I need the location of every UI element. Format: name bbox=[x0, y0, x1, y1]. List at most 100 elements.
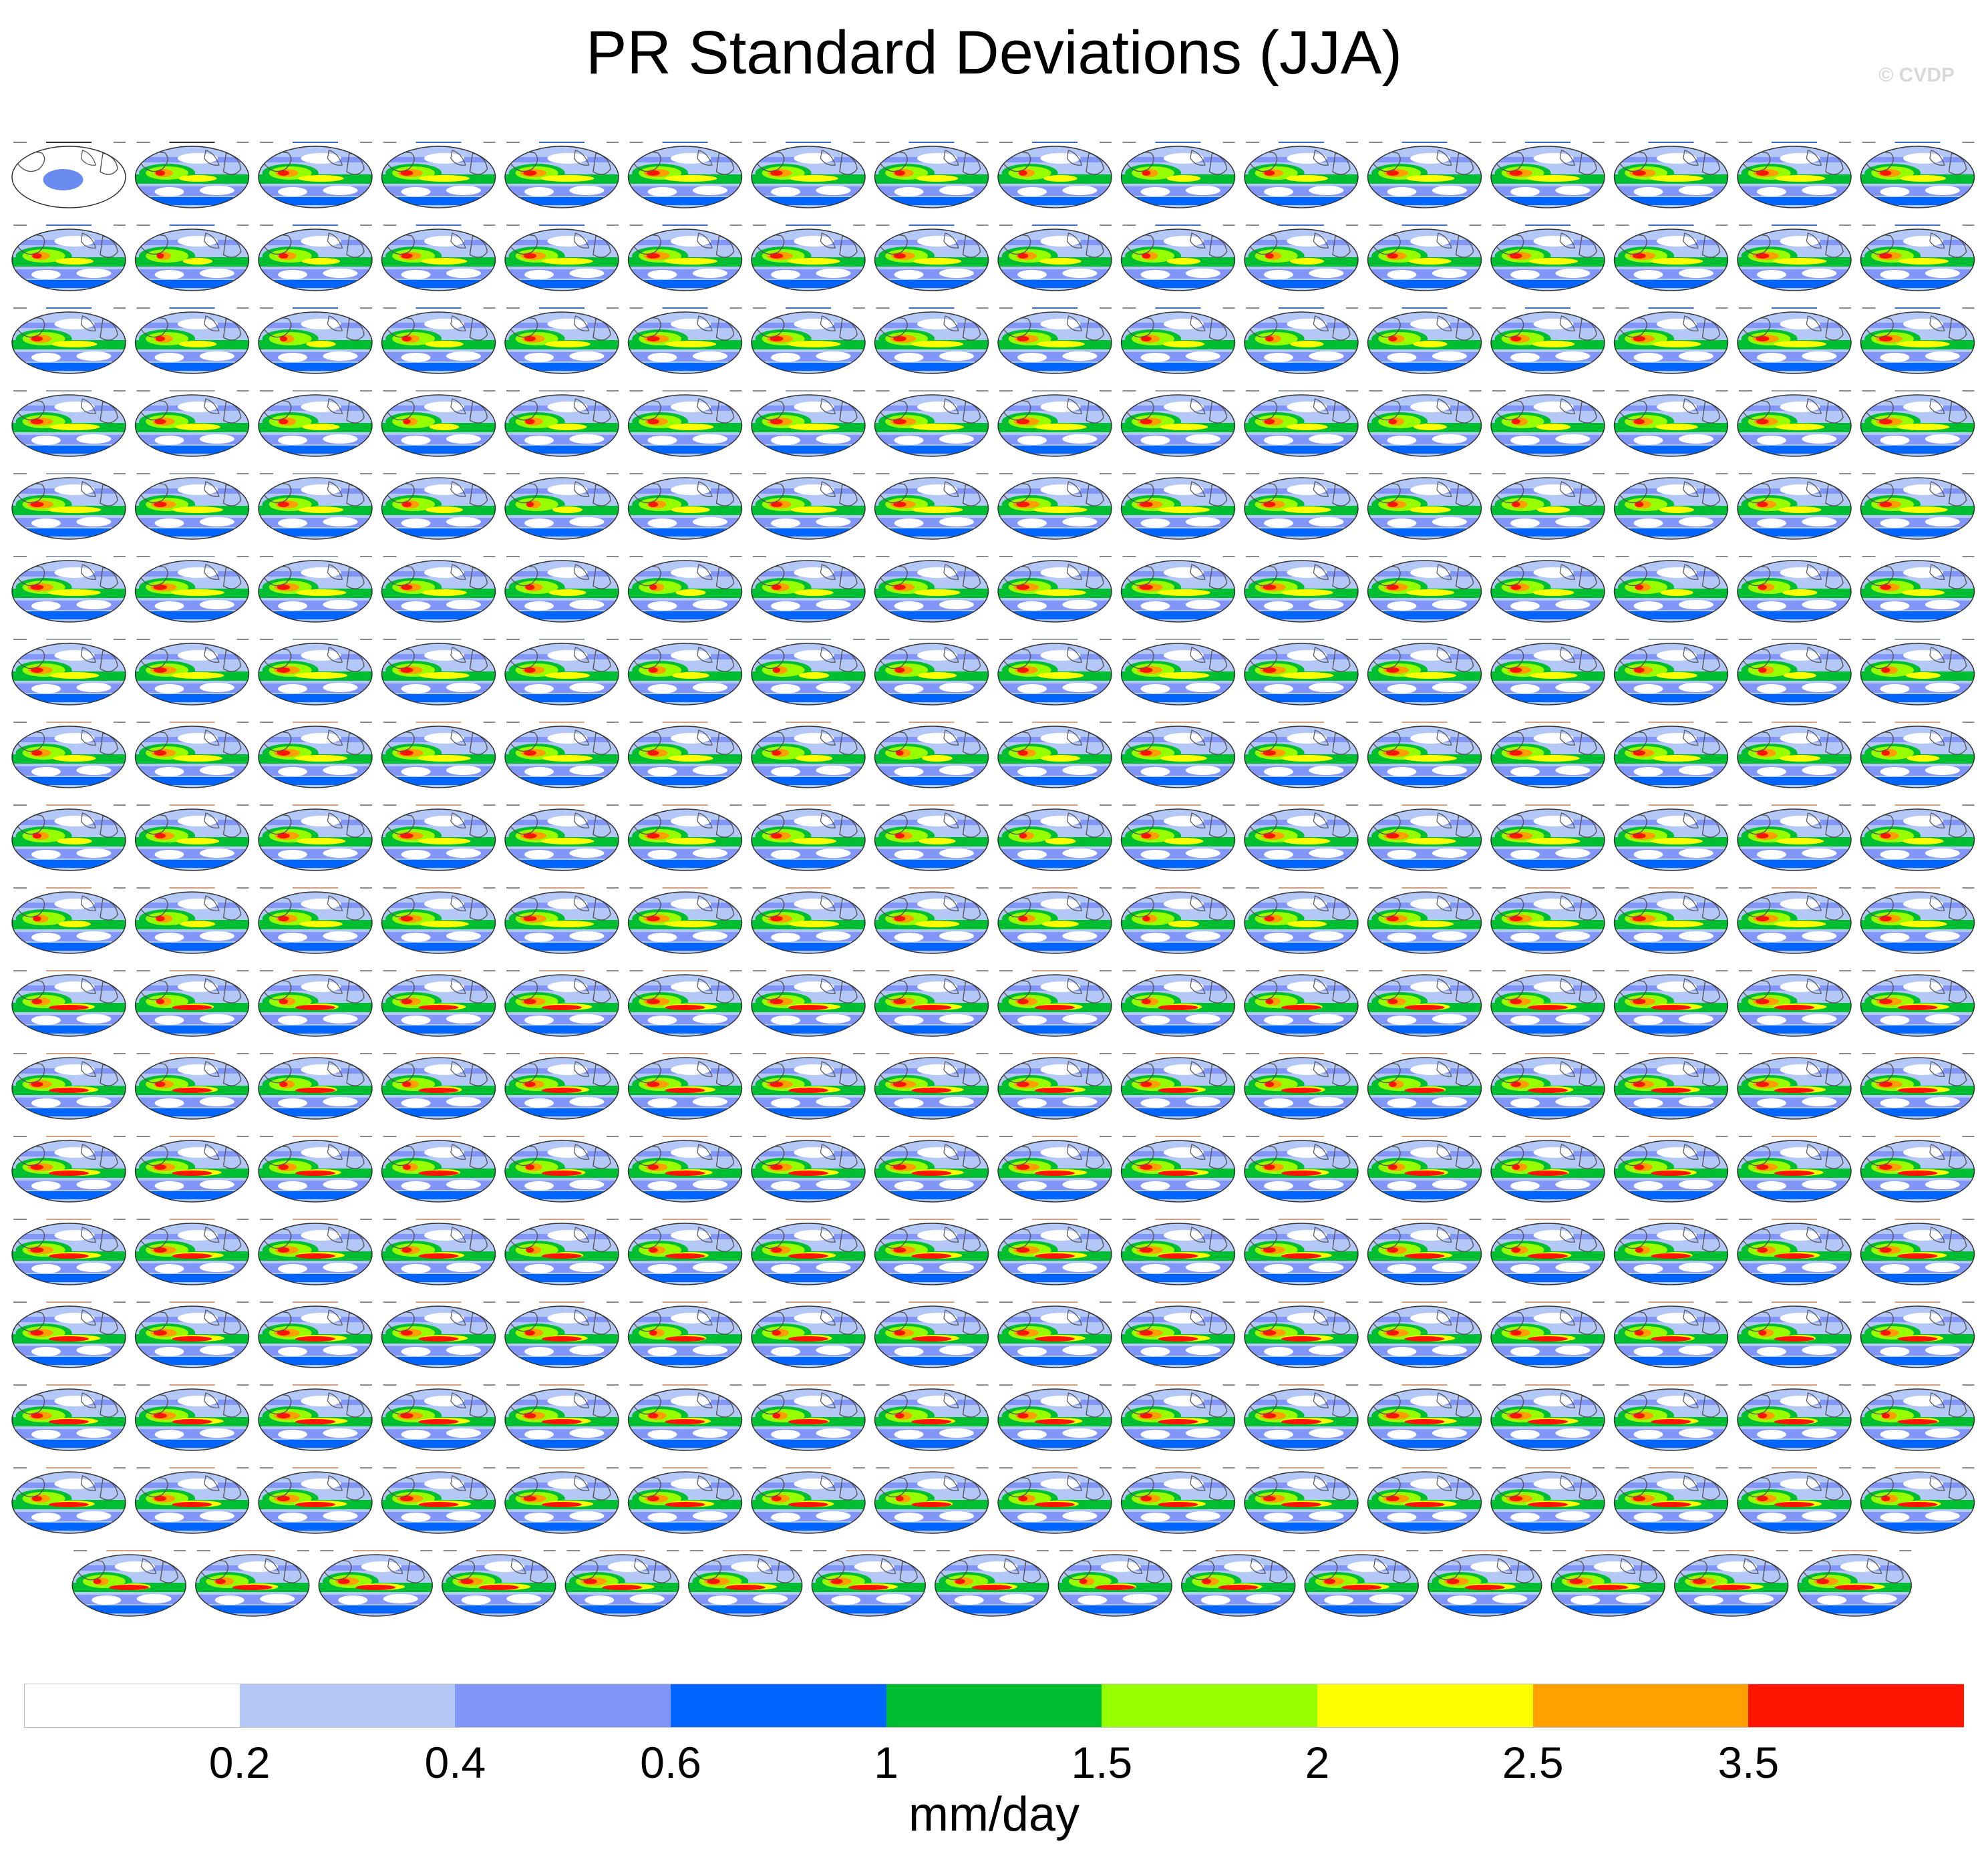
map-panel bbox=[195, 1550, 310, 1617]
map-panel bbox=[1613, 722, 1729, 788]
map-panel bbox=[874, 639, 989, 706]
map-panel bbox=[134, 473, 250, 540]
map-panel bbox=[1860, 1136, 1975, 1203]
map-panel bbox=[1860, 1301, 1975, 1368]
map-panel bbox=[11, 804, 126, 871]
map-panel bbox=[1737, 224, 1852, 291]
map-panel bbox=[1737, 1136, 1852, 1203]
map-panel bbox=[258, 722, 373, 788]
map-panel bbox=[381, 970, 496, 1037]
map-panel bbox=[1367, 142, 1482, 208]
map-panel bbox=[1120, 142, 1236, 208]
map-panel bbox=[874, 142, 989, 208]
map-panel bbox=[258, 390, 373, 457]
map-panel bbox=[134, 1301, 250, 1368]
map-panel bbox=[1120, 1136, 1236, 1203]
map-panel bbox=[751, 887, 866, 954]
map-panel bbox=[1244, 1301, 1359, 1368]
map-panel bbox=[1737, 307, 1852, 374]
map-panel bbox=[258, 1467, 373, 1534]
map-panel bbox=[1304, 1550, 1419, 1617]
map-panel bbox=[627, 970, 743, 1037]
map-panel bbox=[1860, 224, 1975, 291]
map-panel bbox=[11, 1384, 126, 1451]
map-panel bbox=[1490, 1301, 1605, 1368]
colorbar-units-label: mm/day bbox=[908, 1788, 1080, 1841]
map-panel bbox=[258, 142, 373, 208]
map-panel bbox=[381, 556, 496, 623]
map-panel bbox=[688, 1550, 803, 1617]
map-panel bbox=[751, 722, 866, 788]
map-panel bbox=[1490, 722, 1605, 788]
map-panel bbox=[258, 970, 373, 1037]
map-panel bbox=[11, 1053, 126, 1120]
map-panel bbox=[1860, 1219, 1975, 1285]
map-panel bbox=[1367, 1136, 1482, 1203]
map-panel bbox=[1367, 639, 1482, 706]
map-panel bbox=[258, 473, 373, 540]
map-panel bbox=[134, 639, 250, 706]
map-panel bbox=[874, 1384, 989, 1451]
map-panel bbox=[1860, 722, 1975, 788]
map-panel bbox=[134, 722, 250, 788]
map-panel bbox=[1244, 142, 1359, 208]
colorbar-segment bbox=[886, 1684, 1102, 1728]
map-panel bbox=[1367, 970, 1482, 1037]
map-panel bbox=[1120, 722, 1236, 788]
map-panel bbox=[1860, 1053, 1975, 1120]
map-panel bbox=[997, 307, 1112, 374]
map-panel bbox=[997, 1301, 1112, 1368]
map-panel bbox=[11, 1219, 126, 1285]
map-panel bbox=[1244, 1219, 1359, 1285]
map-panel bbox=[1613, 804, 1729, 871]
map-panel bbox=[381, 1053, 496, 1120]
map-panel bbox=[11, 639, 126, 706]
map-panel bbox=[874, 390, 989, 457]
map-panel bbox=[1613, 473, 1729, 540]
map-panel bbox=[874, 1053, 989, 1120]
colorbar-tick-label: 3.5 bbox=[1717, 1738, 1780, 1787]
map-panel bbox=[1244, 887, 1359, 954]
map-panel bbox=[381, 1219, 496, 1285]
map-panel bbox=[1367, 224, 1482, 291]
map-panel bbox=[1120, 1053, 1236, 1120]
map-panel bbox=[381, 390, 496, 457]
map-panel bbox=[504, 1301, 619, 1368]
map-panel bbox=[997, 722, 1112, 788]
map-panel bbox=[997, 1384, 1112, 1451]
map-panel bbox=[874, 556, 989, 623]
map-panel bbox=[627, 1136, 743, 1203]
map-panel bbox=[1367, 1384, 1482, 1451]
map-panel bbox=[381, 224, 496, 291]
map-panel bbox=[258, 307, 373, 374]
colorbar-segment bbox=[671, 1684, 886, 1728]
colorbar-segment bbox=[1102, 1684, 1317, 1728]
colorbar-tick-label: 2.5 bbox=[1502, 1738, 1564, 1787]
map-panel bbox=[258, 639, 373, 706]
map-panel bbox=[627, 1301, 743, 1368]
map-panel bbox=[1737, 1384, 1852, 1451]
map-panel bbox=[997, 142, 1112, 208]
map-panel bbox=[1860, 1384, 1975, 1451]
map-panel bbox=[134, 970, 250, 1037]
map-panel bbox=[1860, 556, 1975, 623]
map-panel bbox=[1490, 307, 1605, 374]
map-panel bbox=[1490, 1053, 1605, 1120]
map-panel bbox=[258, 224, 373, 291]
map-panel bbox=[1613, 1053, 1729, 1120]
map-panel bbox=[134, 307, 250, 374]
map-panel bbox=[1490, 390, 1605, 457]
colorbar-tick-label: 0.4 bbox=[424, 1738, 486, 1787]
map-panel bbox=[751, 556, 866, 623]
colorbar-tick-label: 0.6 bbox=[640, 1738, 701, 1787]
map-panel bbox=[874, 307, 989, 374]
map-panel bbox=[1120, 1384, 1236, 1451]
colorbar-tick-label: 2 bbox=[1305, 1738, 1330, 1787]
map-panel bbox=[1737, 1301, 1852, 1368]
map-panel bbox=[1737, 722, 1852, 788]
map-panel bbox=[1490, 639, 1605, 706]
map-panel bbox=[258, 804, 373, 871]
map-panel bbox=[1367, 887, 1482, 954]
colorbar-segment bbox=[239, 1684, 456, 1728]
